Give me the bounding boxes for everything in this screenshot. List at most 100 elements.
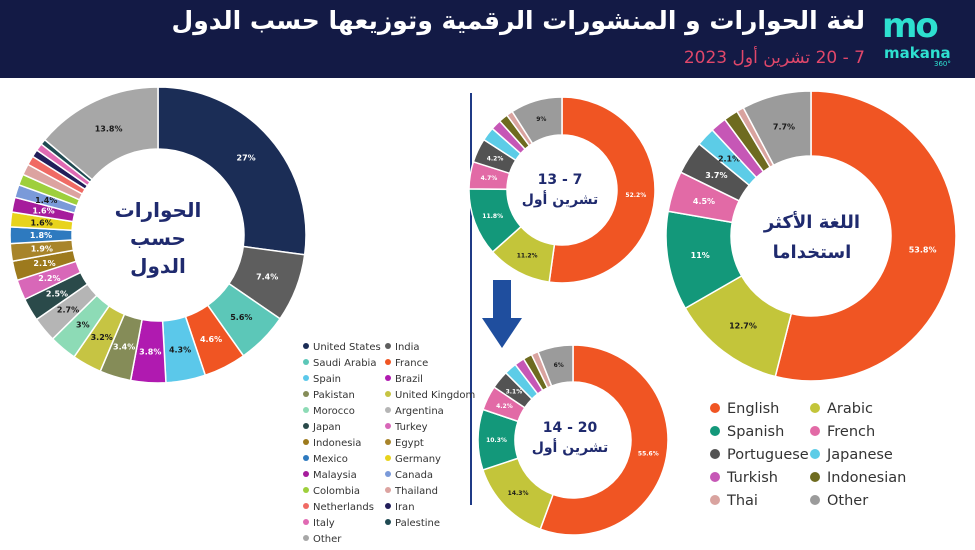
countries-data-label: 1.9% — [31, 244, 53, 253]
legend-label: English — [727, 401, 780, 417]
languages_week2-data-label: 6% — [554, 362, 564, 369]
countries-data-label: 3.8% — [139, 347, 161, 356]
section-divider — [470, 93, 472, 505]
legend-marker — [710, 403, 720, 413]
legend-marker — [385, 375, 391, 381]
legend-label: Thailand — [395, 486, 438, 497]
countries-legend-item: United States — [303, 341, 381, 355]
legend-marker — [385, 455, 391, 461]
legend-label: Morocco — [313, 406, 355, 417]
legend-marker — [385, 503, 391, 509]
legend-label: Canada — [395, 470, 434, 481]
countries-legend-item: Spain — [303, 373, 341, 387]
countries-data-label: 5.6% — [230, 313, 252, 322]
page-title: لغة الحوارات و المنشورات الرقمية وتوزيعه… — [171, 6, 865, 35]
languages_total-data-label: 2.1% — [718, 155, 740, 164]
legend-label: Malaysia — [313, 470, 357, 481]
countries-legend-item: Egypt — [385, 437, 424, 451]
legend-marker — [303, 503, 309, 509]
languages_week1-data-label: 9% — [536, 116, 546, 123]
down-arrow-icon — [482, 280, 522, 348]
legend-label: Spain — [313, 374, 341, 385]
languages-legend-item: English — [710, 398, 779, 420]
header-banner: لغة الحوارات و المنشورات الرقمية وتوزيعه… — [0, 0, 975, 78]
legend-marker — [810, 449, 820, 459]
legend-label: Argentina — [395, 406, 444, 417]
countries-data-label: 1.6% — [31, 218, 53, 227]
countries-data-label: 13.8% — [95, 125, 123, 134]
countries-legend-item: India — [385, 341, 420, 355]
legend-label: Italy — [313, 518, 335, 529]
languages_week1-slice-other — [511, 96, 563, 145]
legend-label: Colombia — [313, 486, 360, 497]
legend-label: United States — [313, 342, 381, 353]
legend-marker — [303, 439, 309, 445]
countries-data-label: 3.4% — [113, 343, 135, 352]
legend-marker — [710, 495, 720, 505]
legend-marker — [810, 403, 820, 413]
languages-legend-item: Indonesian — [810, 467, 906, 489]
legend-label: Mexico — [313, 454, 348, 465]
languages_week2-data-label: 55.6% — [638, 450, 659, 457]
languages-legend-item: Spanish — [710, 421, 784, 443]
languages_total-data-label: 12.7% — [729, 321, 757, 330]
legend-marker — [385, 359, 391, 365]
languages_week2-data-label: 3.1% — [506, 388, 523, 395]
languages_week2-data-label: 10.3% — [486, 437, 507, 444]
countries-data-label: 1.6% — [32, 207, 54, 216]
languages_week1-data-label: 11.2% — [517, 252, 538, 259]
languages_week2-slice-english — [539, 344, 669, 536]
countries-legend-item: France — [385, 357, 428, 371]
legend-label: United Kingdom — [395, 390, 476, 401]
countries-legend-item: Malaysia — [303, 469, 357, 483]
languages_total-data-label: 11% — [691, 251, 710, 260]
languages-week2-center-label: 20 - 14 تشرين أول — [531, 420, 609, 456]
legend-marker — [810, 495, 820, 505]
languages-legend-item: Other — [810, 490, 868, 512]
countries-data-label: 1.8% — [30, 231, 52, 240]
languages_total-data-label: 4.5% — [693, 197, 715, 206]
countries-legend-item: United Kingdom — [385, 389, 475, 403]
countries-legend-item: Colombia — [303, 485, 360, 499]
languages_total-slice-english — [774, 90, 957, 382]
languages-legend-item: Arabic — [810, 398, 873, 420]
legend-marker — [303, 375, 309, 381]
legend-marker — [303, 391, 309, 397]
legend-label: Turkish — [727, 470, 778, 486]
legend-label: Brazil — [395, 374, 423, 385]
legend-label: Portuguese — [727, 447, 809, 463]
legend-label: Japan — [313, 422, 341, 433]
countries-legend-item: Japan — [303, 421, 341, 435]
legend-label: French — [827, 424, 876, 440]
languages_week1-slice-english — [548, 96, 656, 284]
languages-week1-center-label: 7 - 13 تشرين أول — [521, 172, 599, 208]
countries-center-label: الحوارات حسب الدول — [114, 198, 202, 278]
languages-legend-item: Portuguese — [710, 444, 809, 466]
countries-legend-item: Pakistan — [303, 389, 355, 403]
languages_total-data-label: 3.7% — [705, 171, 727, 180]
legend-marker — [710, 449, 720, 459]
countries-legend-item: Turkey — [385, 421, 428, 435]
countries-data-label: 2.2% — [38, 274, 60, 283]
legend-label: Japanese — [827, 447, 893, 463]
legend-label: Other — [827, 493, 869, 509]
countries-data-label: 1.4% — [35, 196, 57, 205]
legend-label: Spanish — [727, 424, 785, 440]
languages-legend-item: Thai — [710, 490, 758, 512]
legend-marker — [303, 407, 309, 413]
legend-marker — [303, 535, 309, 541]
countries-legend-item: Iran — [385, 501, 415, 515]
legend-label: Arabic — [827, 401, 873, 417]
legend-label: Other — [313, 534, 342, 545]
languages-legend-item: French — [810, 421, 875, 443]
countries-data-label: 4.3% — [169, 346, 191, 355]
countries-data-label: 4.6% — [200, 335, 222, 344]
countries-slice-united-states — [157, 86, 307, 256]
languages_week1-data-label: 52.2% — [625, 192, 646, 199]
countries-legend-item: Argentina — [385, 405, 444, 419]
legend-marker — [385, 423, 391, 429]
countries-data-label: 2.1% — [33, 259, 55, 268]
countries-slice-other — [43, 86, 159, 181]
legend-label: Germany — [395, 454, 441, 465]
legend-label: Netherlands — [313, 502, 374, 513]
